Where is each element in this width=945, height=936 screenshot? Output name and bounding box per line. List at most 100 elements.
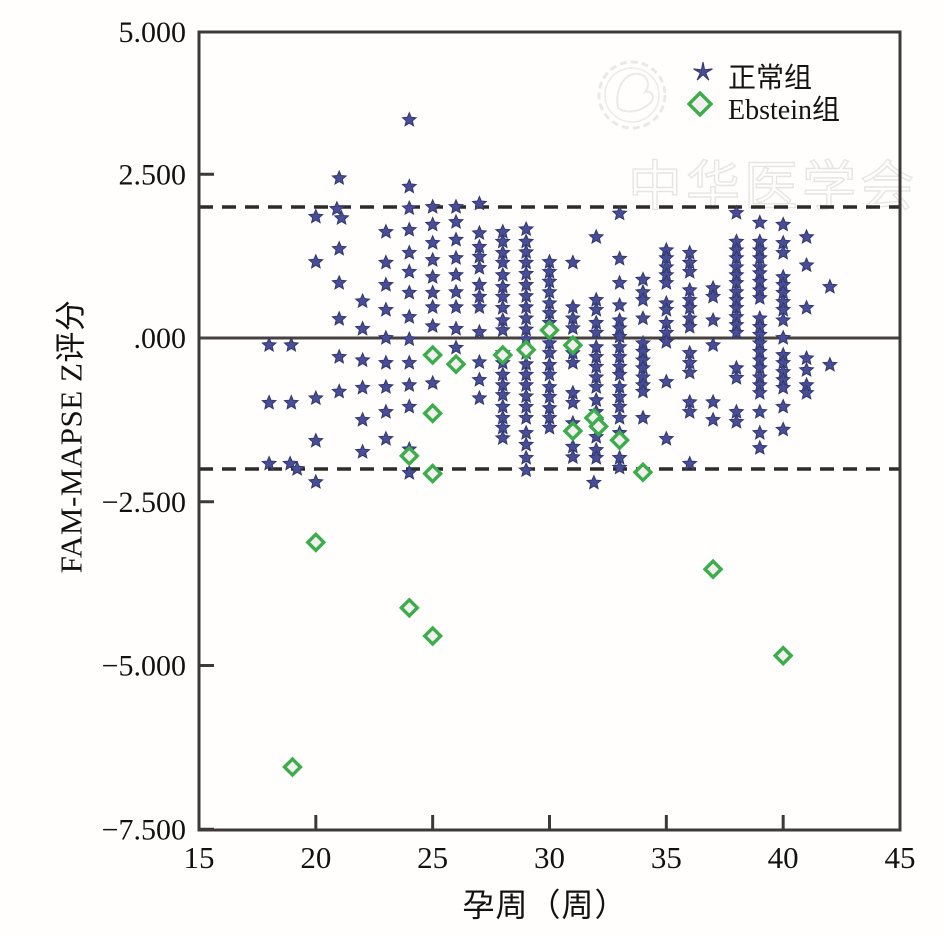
scatter-point-normal: [681, 364, 698, 380]
scatter-point-normal: [681, 403, 698, 419]
scatter-point-normal: [377, 301, 395, 317]
scatter-point-ebstein: [515, 339, 537, 361]
scatter-point-normal: [401, 244, 418, 260]
scatter-point-normal: [401, 221, 418, 237]
scatter-point-ebstein: [422, 344, 444, 366]
scatter-point-normal: [564, 394, 581, 410]
scatter-point-normal: [588, 428, 605, 444]
scatter-point-normal: [354, 411, 371, 427]
scatter-point-normal: [588, 449, 605, 465]
scatter-point-normal: [728, 324, 745, 340]
scatter-point-normal: [261, 455, 278, 471]
scatter-point-ebstein: [398, 445, 420, 467]
scatter-point-normal: [354, 320, 371, 336]
scatter-point-normal: [289, 460, 306, 476]
scatter-point-normal: [775, 379, 792, 395]
scatter-point-normal: [728, 369, 745, 385]
scatter-point-normal: [751, 424, 768, 440]
scatter-point-normal: [588, 324, 605, 340]
scatter-point-normal: [518, 436, 535, 452]
scatter-point-normal: [261, 336, 278, 353]
scatter-point-normal: [401, 464, 418, 480]
scatter-point-normal: [447, 198, 465, 214]
scatter-point-ebstein: [422, 402, 444, 424]
scatter-point-normal: [728, 204, 745, 220]
scatter-point-normal: [307, 208, 324, 224]
scatter-point-normal: [494, 429, 511, 446]
scatter-point-normal: [798, 384, 815, 400]
legend-marker-diamond: [686, 90, 714, 118]
scatter-point-normal: [775, 216, 792, 232]
scatter-point-normal: [447, 266, 465, 282]
scatter-point-normal: [401, 111, 418, 127]
scatter-point-normal: [261, 394, 278, 410]
scatter-point-normal: [658, 430, 675, 446]
x-tick-label: 40: [768, 840, 799, 875]
scatter-point-normal: [704, 411, 722, 427]
scatter-point-normal: [518, 461, 535, 478]
watermark-part: [597, 60, 667, 130]
scatter-point-normal: [401, 330, 418, 347]
scatter-point-normal: [331, 169, 348, 186]
scatter-point-normal: [518, 409, 535, 425]
scatter-point-normal: [401, 354, 418, 370]
scatter-point-normal: [424, 216, 441, 232]
scatter-point-ebstein: [588, 416, 609, 437]
scatter-point-normal: [307, 473, 324, 489]
scatter-point-normal: [658, 301, 675, 317]
scatter-point-normal: [471, 389, 488, 406]
scatter-point-normal: [821, 356, 838, 372]
scatter-point-normal: [377, 354, 395, 370]
scatter-point-normal: [634, 409, 652, 425]
scatter-point-normal: [401, 308, 418, 324]
scatter-point-normal: [775, 244, 792, 260]
scatter-point-ebstein: [492, 344, 514, 366]
scatter-point-ebstein: [539, 319, 560, 341]
scatter-point-normal: [704, 311, 722, 328]
scatter-point-normal: [354, 292, 371, 309]
scatter-point-normal: [424, 251, 441, 267]
scatter-point-normal: [798, 349, 815, 366]
y-tick-label: 2.500: [119, 158, 187, 191]
scatter-point-normal: [331, 348, 348, 364]
scatter-point-ebstein: [562, 420, 584, 442]
scatter-point-normal: [611, 250, 628, 266]
x-axis-title: 孕周（周）: [462, 887, 628, 923]
scatter-point-normal: [611, 274, 628, 290]
scatter-point-normal: [377, 430, 395, 446]
scatter-point-normal: [471, 224, 488, 241]
scatter-point-normal: [471, 195, 488, 211]
scatter-point-normal: [751, 214, 768, 230]
scatter-point-normal: [541, 344, 558, 360]
scatter-point-normal: [634, 271, 652, 287]
scatter-point-normal: [494, 266, 511, 282]
scatter-point-normal: [331, 274, 348, 290]
scatter-point-normal: [424, 198, 441, 214]
scatter-point-normal: [377, 329, 395, 345]
scatter-point-normal: [658, 274, 675, 290]
scatter-point-normal: [564, 354, 581, 370]
x-tick-label: 25: [417, 840, 448, 875]
scatter-point-normal: [354, 351, 371, 368]
scatter-point-ebstein: [632, 461, 654, 483]
scatter-point-normal: [377, 378, 395, 394]
scatter-point-normal: [588, 228, 605, 245]
scatter-point-normal: [751, 403, 768, 419]
scatter-point-normal: [751, 289, 768, 305]
x-tick-label: 15: [184, 840, 215, 875]
legend-label-normal-group: 正常组: [728, 63, 813, 94]
scatter-point-normal: [611, 205, 628, 221]
scatter-point-normal: [401, 398, 418, 414]
scatter-point-ebstein: [282, 756, 303, 778]
y-tick-label: −2.500: [102, 486, 186, 519]
scatter-point-normal: [494, 254, 511, 270]
scatter-point-normal: [354, 379, 371, 395]
scatter-point-ebstein: [422, 625, 444, 647]
x-tick-label: 45: [885, 840, 916, 875]
scatter-point-normal: [307, 432, 324, 448]
scatter-point-normal: [611, 459, 628, 475]
scatter-point-normal: [424, 317, 441, 334]
scatter-point-normal: [681, 263, 698, 279]
scatter-point-ebstein: [702, 558, 724, 580]
